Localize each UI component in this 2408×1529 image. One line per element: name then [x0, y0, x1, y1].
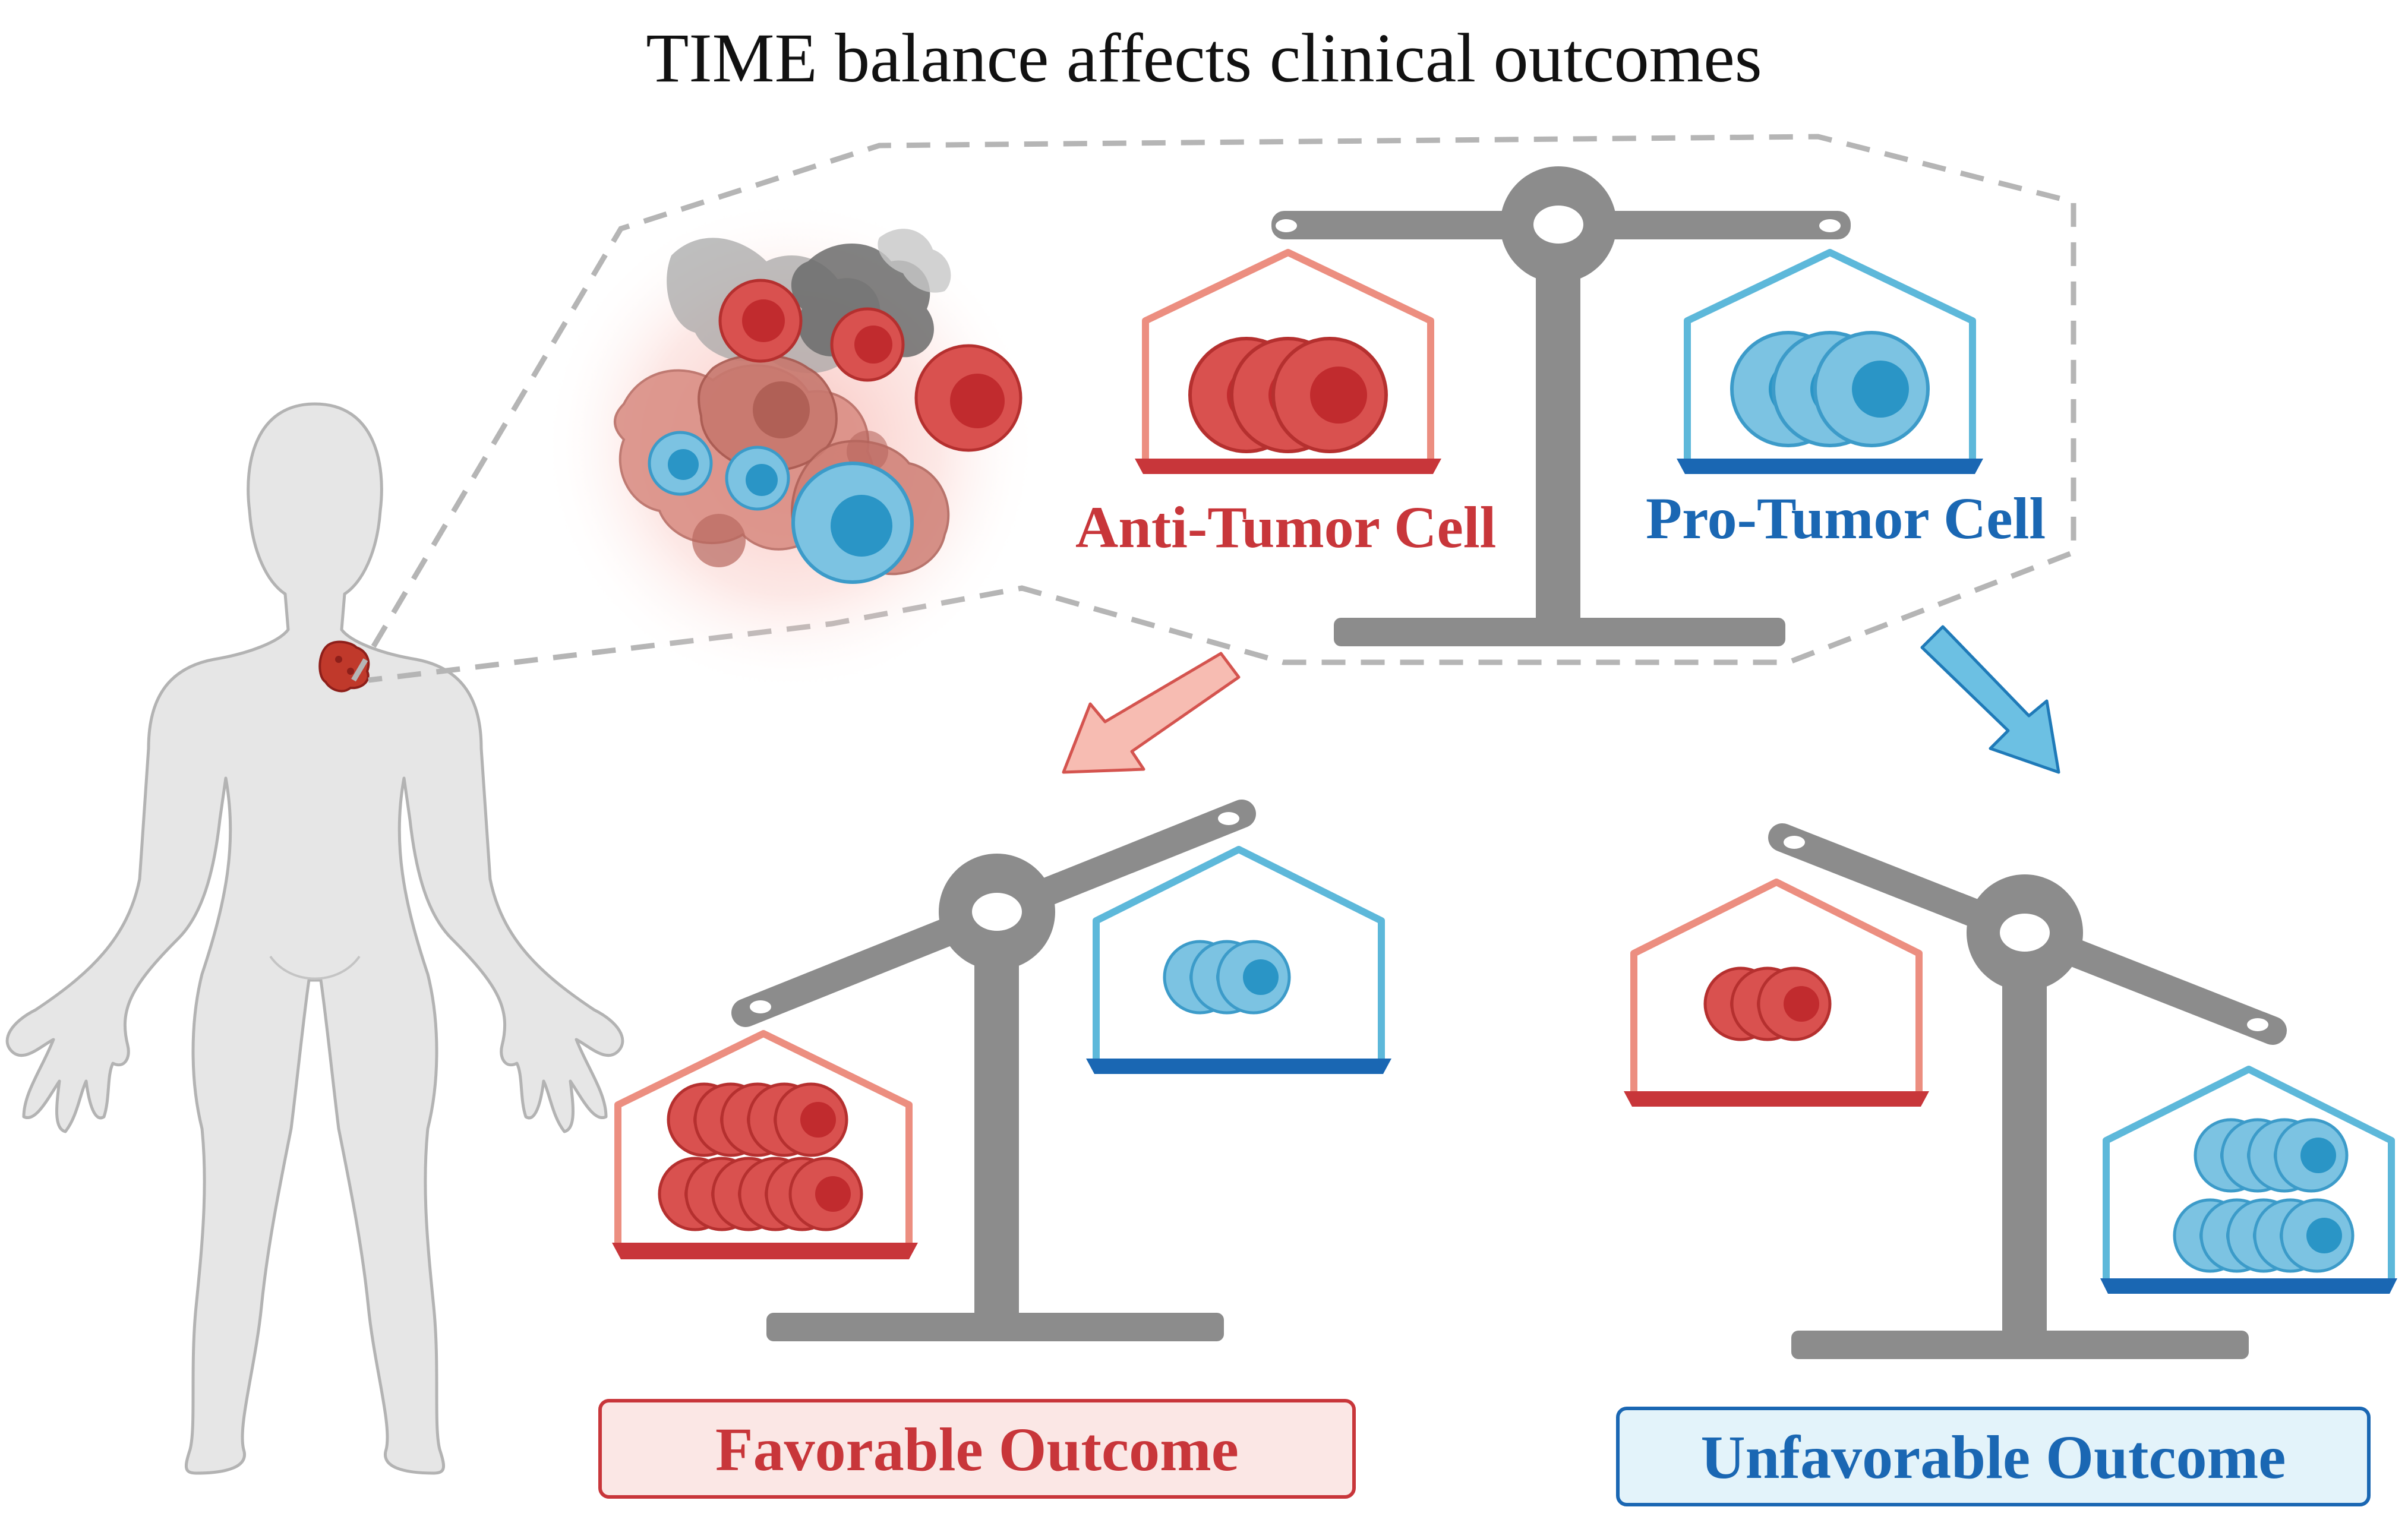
favorable-outcome-box: Favorable Outcome: [598, 1399, 1356, 1499]
anti-tumor-label: Anti-Tumor Cell: [1075, 494, 1497, 560]
balance-scale-favorable: [612, 800, 1391, 1341]
anti-tumor-house-heavy: [612, 1030, 918, 1259]
arrow-icon-favorable: [1062, 652, 1241, 774]
tumor-microenvironment-icon: [541, 196, 1040, 695]
pro-tumor-house-heavy: [2100, 1066, 2397, 1294]
anti-tumor-house: [1135, 249, 1441, 474]
balance-scale-balanced: [1135, 166, 1983, 646]
unfavorable-outcome-label: Unfavorable Outcome: [1700, 1423, 2286, 1492]
pro-tumor-house: [1677, 249, 1983, 474]
figure-title: TIME balance affects clinical outcomes: [646, 19, 1762, 97]
pro-tumor-house-light: [1086, 846, 1391, 1074]
favorable-outcome-label: Favorable Outcome: [715, 1416, 1239, 1484]
anti-tumor-house-light: [1624, 879, 1929, 1107]
pro-tumor-label: Pro-Tumor Cell: [1646, 485, 2046, 551]
human-body-icon: [5, 402, 624, 1475]
arrow-icon-unfavorable: [1920, 625, 2060, 774]
unfavorable-outcome-box: Unfavorable Outcome: [1616, 1407, 2371, 1506]
balance-scale-unfavorable: [1624, 823, 2397, 1359]
